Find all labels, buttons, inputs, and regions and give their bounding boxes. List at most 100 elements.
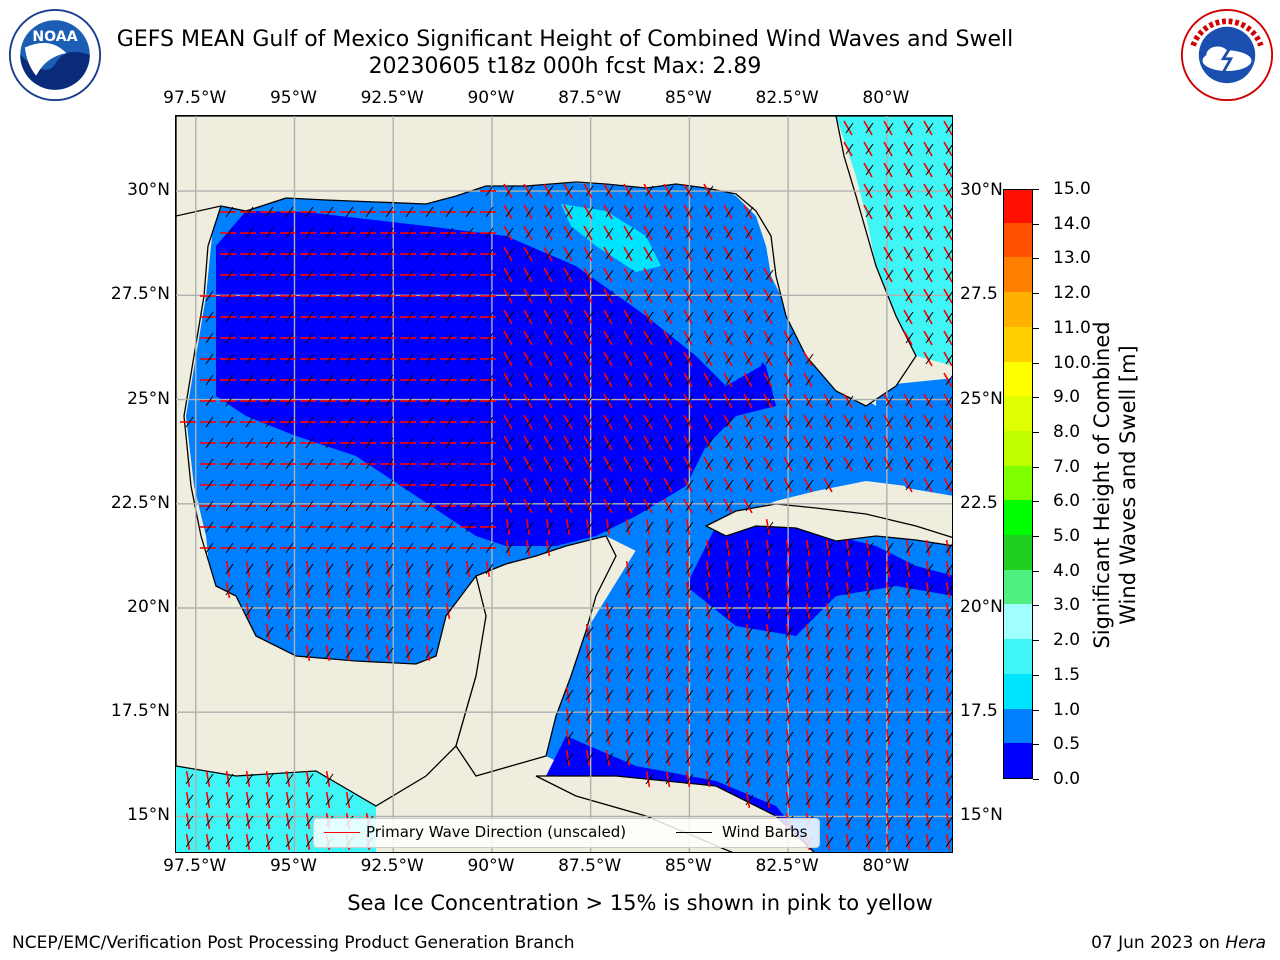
wind-barb	[605, 668, 614, 680]
wind-barb	[465, 269, 474, 281]
wave-arrow	[225, 770, 231, 788]
wind-barb	[685, 353, 694, 365]
wind-barb	[765, 647, 774, 659]
wave-arrow	[623, 351, 633, 367]
colorbar-tick-label: 3.0	[1053, 595, 1081, 616]
wave-arrow	[945, 749, 951, 767]
colorbar-tick-label: 1.5	[1053, 664, 1081, 685]
wind-barb	[485, 500, 494, 512]
wave-arrow	[825, 665, 831, 683]
wind-barb	[805, 773, 814, 785]
wave-arrow	[503, 204, 513, 220]
wave-arrow	[523, 393, 533, 409]
wind-barb	[685, 542, 694, 554]
wind-barb	[265, 794, 274, 806]
wave-arrow	[683, 477, 693, 493]
wave-arrow	[643, 288, 653, 304]
wind-barb	[685, 752, 694, 764]
lat-tick-label: 27.5	[960, 284, 998, 305]
colorbar-segment	[1004, 708, 1032, 744]
date-stamp-date: 07 Jun 2023	[1091, 933, 1194, 953]
wave-arrow	[925, 749, 931, 767]
wind-barb	[265, 458, 274, 470]
lon-tick-label: 80°W	[862, 88, 910, 108]
wind-barb	[805, 563, 814, 575]
noaa-logo-icon: NOAA	[8, 8, 102, 102]
wind-barb	[665, 374, 674, 386]
wind-barb	[945, 816, 952, 827]
wave-arrow	[663, 435, 673, 451]
wind-barb	[905, 164, 914, 176]
wave-arrow	[583, 372, 593, 388]
wind-barb	[565, 374, 574, 386]
wave-arrow	[845, 728, 851, 746]
wave-arrow	[663, 246, 673, 262]
wave-arrow	[745, 728, 751, 746]
wind-barb	[305, 269, 314, 281]
wave-arrow	[305, 602, 311, 620]
wind-barb	[425, 395, 434, 407]
wind-barb	[705, 332, 714, 344]
wind-barb	[325, 311, 334, 323]
wind-barb	[205, 794, 214, 806]
wave-arrow	[685, 602, 691, 620]
wave-arrow	[943, 183, 952, 199]
wind-barb	[365, 227, 374, 239]
wind-barb	[865, 836, 874, 848]
wind-barb	[765, 311, 774, 323]
wind-barb	[225, 836, 234, 848]
wind-barb	[705, 773, 714, 785]
wind-barb	[705, 710, 714, 722]
wave-arrow	[663, 477, 673, 493]
wind-barb	[265, 542, 274, 554]
wind-barb	[805, 416, 814, 428]
wind-barb	[665, 605, 674, 617]
wave-arrow	[245, 602, 251, 620]
wind-barb	[285, 248, 294, 260]
wind-barb	[225, 521, 234, 533]
wave-arrow	[265, 833, 271, 851]
wind-barb	[445, 395, 454, 407]
wave-arrow	[725, 728, 731, 746]
wind-barb	[325, 353, 334, 365]
wave-arrow	[905, 602, 911, 620]
colorbar-segment	[1004, 190, 1032, 223]
wave-arrow	[865, 623, 871, 641]
wind-barb	[245, 605, 254, 617]
wind-barb	[705, 479, 714, 491]
wave-arrow	[603, 498, 613, 514]
wind-barb	[265, 500, 274, 512]
wave-arrow	[785, 791, 791, 809]
wave-arrow	[205, 812, 211, 830]
wave-arrow	[805, 602, 811, 620]
wind-barb	[645, 731, 654, 743]
wind-barb	[905, 290, 914, 302]
wave-arrow	[763, 288, 773, 304]
wind-barb	[925, 731, 934, 743]
wave-arrow	[625, 707, 631, 725]
wind-barb	[245, 521, 254, 533]
wave-arrow	[663, 309, 673, 325]
wave-arrow	[803, 456, 813, 472]
wind-barb	[805, 710, 814, 722]
wave-arrow	[623, 246, 633, 262]
wind-barb	[645, 458, 654, 470]
wind-barb	[905, 605, 914, 617]
wind-barb	[925, 122, 934, 134]
wind-barb	[585, 227, 594, 239]
wind-barb	[365, 479, 374, 491]
wave-arrow	[325, 581, 331, 599]
wave-arrow	[745, 749, 751, 767]
wind-barb	[725, 227, 734, 239]
wind-barb	[925, 836, 934, 848]
wind-barb	[805, 752, 814, 764]
colorbar-tick-label: 13.0	[1053, 248, 1091, 269]
wind-barb	[505, 479, 514, 491]
wave-arrow	[943, 162, 952, 178]
wave-arrow	[703, 183, 713, 199]
wind-barb	[885, 563, 894, 575]
wind-barb	[845, 143, 854, 155]
wave-arrow	[743, 246, 753, 262]
wind-barb	[285, 395, 294, 407]
wave-arrow	[765, 728, 771, 746]
